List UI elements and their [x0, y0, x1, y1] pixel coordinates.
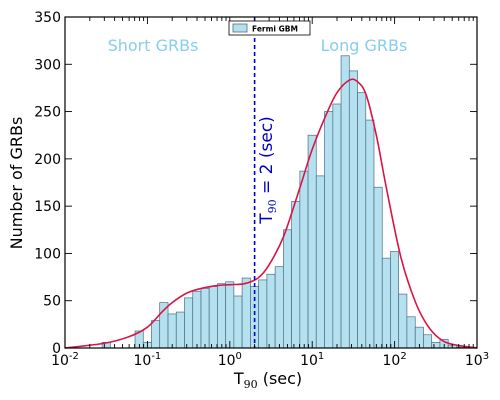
histogram-bar: [431, 341, 441, 349]
histogram-bar: [184, 297, 194, 349]
legend: Fermi GBM: [228, 20, 311, 36]
histogram-bar: [217, 283, 227, 349]
x-tick-label-base: 10: [382, 353, 400, 369]
histogram-bar: [299, 170, 309, 349]
legend-swatch: [232, 23, 248, 33]
axis-tick-labels: 10-2 10-1 100 101 102 10305010015020025030035…: [34, 10, 489, 369]
histogram-bar: [274, 266, 284, 349]
histogram-bar: [406, 316, 416, 349]
y-tick-label: 300: [34, 57, 61, 73]
histogram-bars: [101, 55, 474, 349]
y-tick-label: 50: [43, 294, 61, 310]
histogram-bar: [357, 92, 367, 349]
x-axis-label: T90 (sec): [233, 369, 302, 391]
histogram-bar: [373, 186, 383, 349]
histogram-bar: [291, 201, 301, 349]
long-grbs-annotation: Long GRBs: [321, 36, 408, 55]
x-tick-label-base: 10: [133, 353, 151, 369]
histogram-bar: [307, 134, 317, 349]
x-tick-label-base: 10: [51, 353, 69, 369]
y-axis-label: Number of GRBs: [7, 117, 26, 250]
legend-label: Fermi GBM: [252, 25, 298, 34]
x-tick-label-base: 10: [300, 353, 318, 369]
x-tick-label-exponent: 3: [483, 351, 489, 362]
threshold-label-sub: 90: [266, 199, 279, 213]
axis-ticks: [64, 16, 478, 349]
histogram-bar: [423, 334, 433, 349]
histogram-bar: [315, 175, 325, 349]
histogram-bar: [398, 293, 408, 349]
histogram-bar: [208, 286, 218, 349]
y-tick-label: 0: [52, 341, 61, 357]
x-axis-label-rest: (sec): [258, 369, 303, 388]
histogram-bar: [258, 279, 268, 349]
histogram-bar: [348, 70, 358, 349]
histogram-bar: [340, 55, 350, 349]
histogram-bar: [241, 277, 251, 349]
histogram-bar: [283, 229, 292, 349]
x-tick-label-exponent: -2: [69, 351, 79, 362]
x-tick-label: 100: [218, 351, 242, 369]
x-tick-label-base: 10: [218, 353, 236, 369]
x-tick-label-exponent: 0: [236, 351, 242, 362]
histogram-bar: [365, 119, 375, 349]
y-tick-label: 150: [34, 199, 61, 215]
histogram-bar: [324, 111, 334, 349]
plot-frame: [64, 16, 478, 349]
x-tick-label-exponent: 1: [318, 351, 324, 362]
histogram-bar: [266, 273, 276, 349]
legend-box: [228, 20, 311, 36]
x-tick-label-base: 10: [465, 353, 483, 369]
histogram-bar: [167, 313, 177, 349]
short-grbs-annotation: Short GRBs: [108, 36, 199, 55]
histogram-bar: [233, 295, 243, 349]
y-tick-label: 350: [34, 10, 61, 26]
threshold-label-rest: = 2 (sec): [257, 116, 277, 199]
x-axis-label-main: T: [233, 369, 244, 388]
x-tick-label-exponent: 2: [400, 351, 406, 362]
histogram-bar: [151, 320, 161, 349]
y-tick-label: 100: [34, 246, 61, 262]
x-tick-label: 102: [382, 351, 406, 369]
histogram-bar: [200, 288, 210, 349]
x-axis-label-sub: 90: [244, 378, 258, 391]
histogram-bar: [250, 286, 260, 349]
x-tick-label: 101: [300, 351, 324, 369]
histogram-bar: [332, 103, 342, 349]
histogram-bar: [192, 290, 202, 349]
x-tick-label: 10-1: [133, 351, 161, 369]
histogram-bar: [381, 257, 391, 349]
histogram-bar: [390, 251, 400, 349]
y-tick-label: 250: [34, 105, 61, 121]
threshold-label-main: T: [257, 213, 277, 225]
y-tick-label: 200: [34, 152, 61, 168]
x-tick-label: 103: [465, 351, 489, 369]
fit-curve: [64, 78, 478, 349]
x-tick-label-exponent: -1: [151, 351, 161, 362]
histogram-bar: [175, 311, 185, 349]
threshold-annotation: T90 = 2 (sec): [257, 116, 279, 225]
histogram-bar: [225, 281, 235, 349]
x-tick-label: 10-2: [51, 351, 79, 369]
